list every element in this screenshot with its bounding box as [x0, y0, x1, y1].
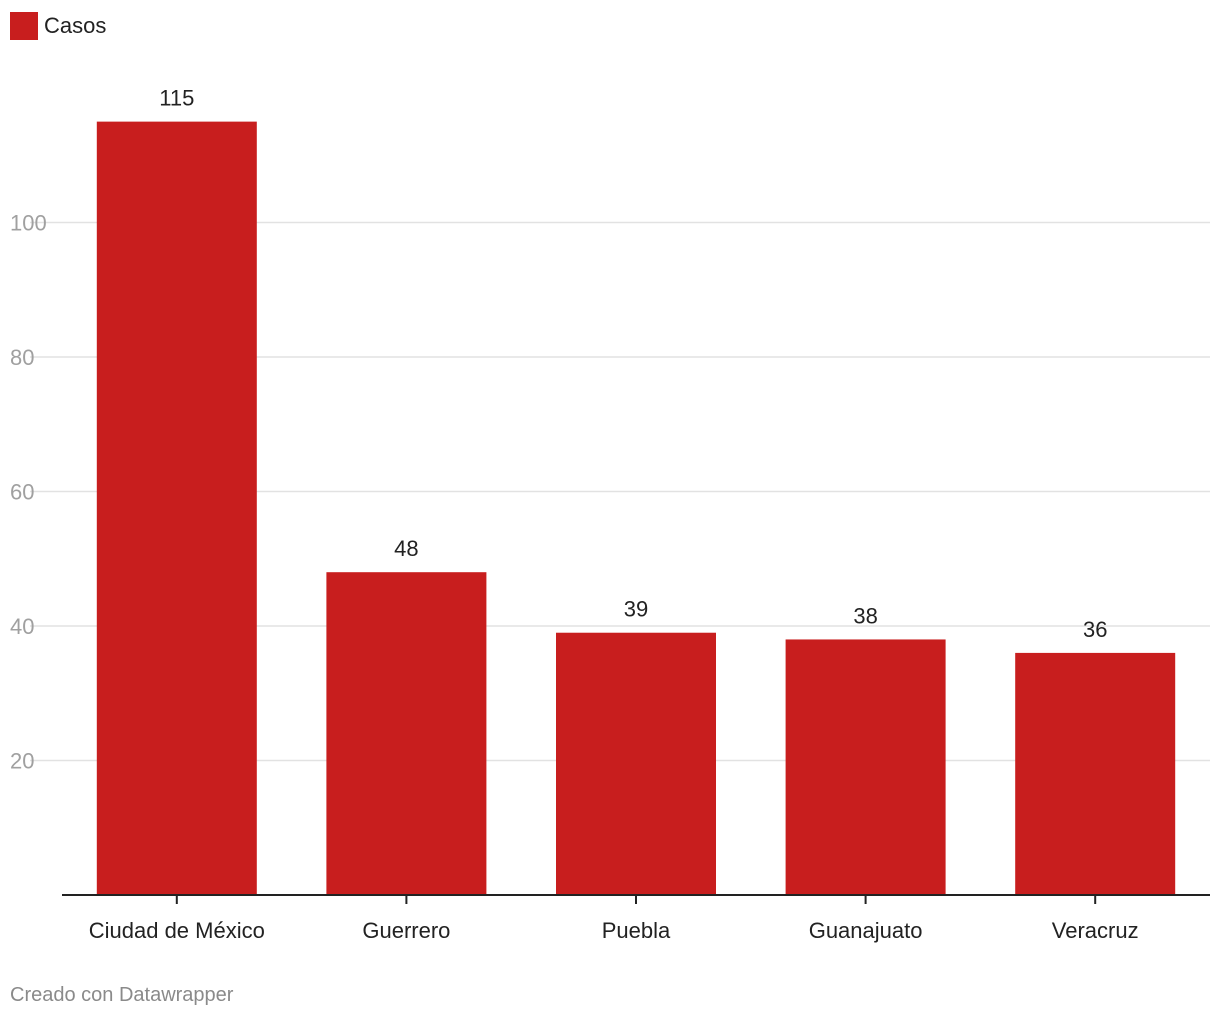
bar	[1015, 652, 1176, 895]
y-tick-label: 20	[10, 749, 34, 774]
data-label: 48	[394, 536, 418, 561]
legend-label: Casos	[44, 13, 107, 38]
data-label: 115	[159, 86, 194, 111]
data-labels: 115 48 39 38 36	[159, 86, 1107, 642]
legend: Casos	[10, 12, 106, 40]
x-tick-label: Veracruz	[1052, 918, 1139, 943]
y-tick-label: 80	[10, 345, 34, 370]
footer-credit: Creado con Datawrapper	[10, 984, 234, 1006]
bar	[785, 639, 946, 895]
data-label: 39	[624, 597, 648, 622]
x-tick-label: Puebla	[602, 918, 671, 943]
bars	[96, 121, 1176, 895]
x-tick-label: Guanajuato	[809, 918, 923, 943]
x-tick-marks	[175, 895, 1097, 904]
bar	[96, 121, 257, 895]
data-label: 38	[853, 603, 877, 628]
y-tick-label: 40	[10, 614, 34, 639]
x-tick-labels: Ciudad de México Guerrero Puebla Guanajuato…	[89, 918, 1139, 943]
legend-swatch	[10, 12, 38, 40]
x-tick-label: Guerrero	[362, 918, 450, 943]
y-tick-labels: 20 40 60 80 100	[10, 211, 47, 774]
data-label: 36	[1083, 617, 1107, 642]
y-tick-label: 60	[10, 480, 34, 505]
x-tick-label: Ciudad de México	[89, 918, 265, 943]
bar	[326, 572, 487, 895]
bar	[556, 632, 716, 895]
y-tick-label: 100	[10, 211, 47, 236]
